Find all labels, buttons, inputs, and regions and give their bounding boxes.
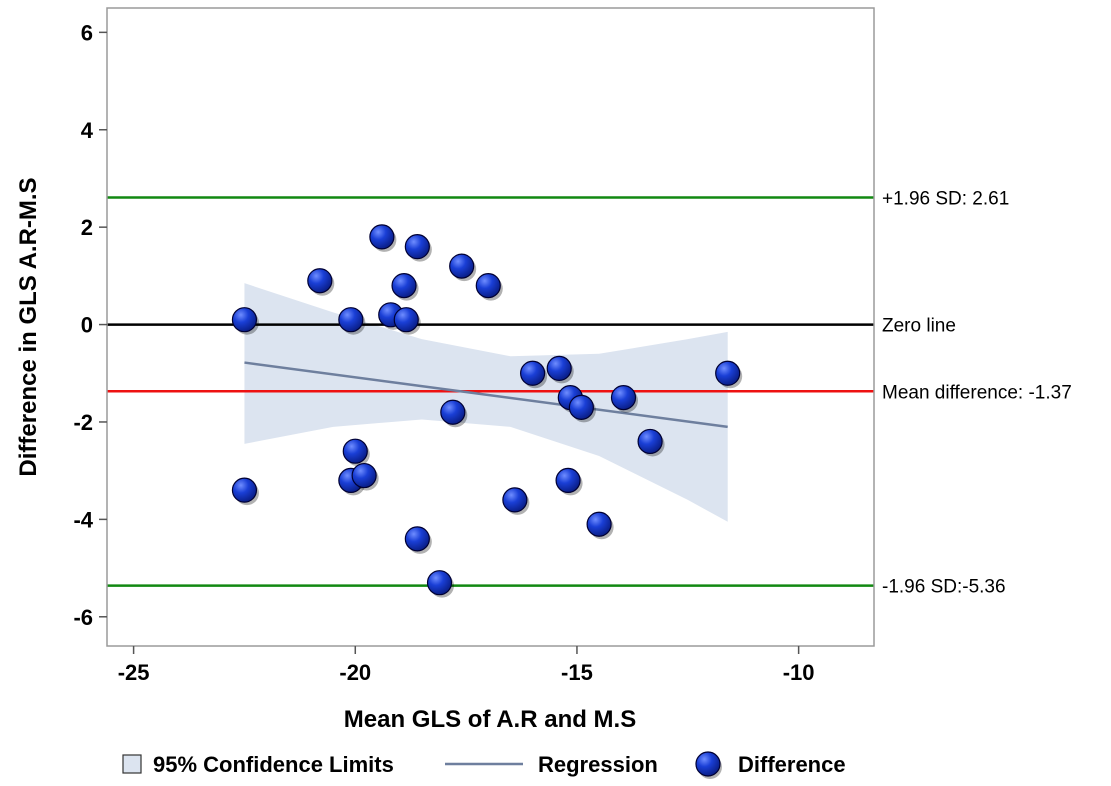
reference-line-label-0: +1.96 SD: 2.61 (882, 188, 1009, 209)
data-point (351, 462, 377, 489)
data-point (404, 526, 430, 552)
data-point (449, 253, 475, 279)
data-point (426, 570, 453, 596)
data-point (586, 511, 612, 537)
data-point (715, 360, 741, 386)
legend-label-difference: Difference (738, 752, 846, 777)
y-tick-label: -6 (73, 605, 93, 630)
data-point (404, 234, 430, 260)
reference-line-label-3: -1.96 SD:-5.36 (882, 577, 1006, 598)
data-point (338, 307, 364, 333)
data-point (555, 467, 581, 494)
x-tick-label: -20 (339, 660, 371, 685)
confidence-band (244, 283, 728, 522)
data-point (231, 307, 258, 333)
data-point (391, 273, 417, 299)
y-axis-title: Difference in GLS A.R-M.S (15, 177, 42, 476)
plot-frame (106, 7, 875, 647)
data-point (393, 307, 419, 333)
legend-label-confidence: 95% Confidence Limits (153, 752, 394, 777)
data-point (637, 428, 663, 455)
data-point (568, 394, 594, 420)
legend-label-regression: Regression (538, 752, 658, 777)
legend-swatch-difference (695, 751, 721, 777)
y-tick-label: -4 (73, 507, 93, 532)
y-tick-label: -2 (73, 410, 93, 435)
data-point (546, 355, 572, 381)
data-point (610, 385, 637, 411)
data-point (307, 268, 333, 294)
data-point (475, 273, 501, 299)
reference-line-labels: +1.96 SD: 2.61 Zero line Mean difference: … (882, 188, 1072, 597)
y-tick-label: 0 (81, 313, 93, 338)
x-tick-label: -25 (118, 660, 150, 685)
x-tick-label: -10 (783, 660, 815, 685)
y-tick-label: 2 (81, 215, 93, 240)
x-tick-label: -15 (561, 660, 593, 685)
data-point (440, 399, 466, 425)
regression-line (244, 361, 728, 429)
x-axis-title: Mean GLS of A.R and M.S (344, 706, 636, 733)
y-tick-label: 4 (81, 118, 94, 143)
data-point (342, 438, 368, 464)
data-point (502, 487, 528, 513)
data-point (369, 224, 395, 250)
plot-area (107, 196, 874, 598)
y-tick-label: 6 (81, 20, 93, 45)
data-point (520, 360, 546, 386)
legend: 95% Confidence Limits Regression Differenc… (122, 751, 846, 779)
reference-line-label-1: Zero line (882, 316, 956, 337)
reference-line-label-2: Mean difference: -1.37 (882, 382, 1072, 403)
legend-swatch-confidence (122, 754, 142, 774)
data-point (231, 477, 258, 503)
